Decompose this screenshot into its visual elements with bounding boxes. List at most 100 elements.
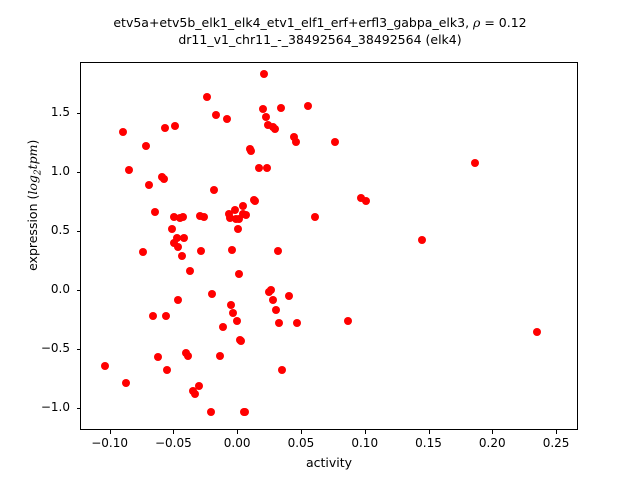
scatter-point bbox=[357, 194, 366, 203]
scatter-point bbox=[303, 102, 312, 111]
scatter-point bbox=[223, 115, 232, 124]
chart-title: etv5a+etv5b_elk1_elk4_etv1_elf1_erf+erfl… bbox=[0, 14, 640, 48]
x-tick-mark bbox=[364, 430, 366, 434]
scatter-point bbox=[144, 180, 153, 189]
scatter-point bbox=[178, 212, 187, 221]
scatter-point bbox=[255, 164, 264, 173]
scatter-point bbox=[169, 213, 178, 222]
y-tick-label: 0.5 bbox=[50, 223, 70, 238]
scatter-point bbox=[232, 316, 241, 325]
x-axis-label: activity bbox=[305, 455, 353, 470]
scatter-point bbox=[178, 252, 187, 261]
scatter-point bbox=[264, 121, 273, 130]
scatter-point bbox=[278, 366, 287, 375]
scatter-point bbox=[159, 174, 168, 183]
scatter-point bbox=[209, 185, 218, 194]
scatter-point bbox=[202, 92, 211, 101]
scatter-point bbox=[291, 137, 300, 146]
y-tick-mark bbox=[76, 408, 80, 410]
x-tick-mark bbox=[109, 430, 111, 434]
scatter-plot-area bbox=[81, 63, 577, 429]
scatter-point bbox=[266, 286, 275, 295]
scatter-point bbox=[290, 133, 299, 142]
scatter-point bbox=[238, 202, 247, 211]
scatter-point bbox=[276, 103, 285, 112]
x-tick-label: 0.20 bbox=[478, 436, 506, 450]
scatter-point bbox=[343, 316, 352, 325]
x-tick-label: 0.10 bbox=[351, 436, 379, 450]
scatter-point bbox=[211, 111, 220, 120]
scatter-point bbox=[237, 336, 246, 345]
scatter-point bbox=[311, 212, 320, 221]
x-tick-label: 0.15 bbox=[415, 436, 442, 450]
scatter-point bbox=[331, 137, 340, 146]
plot-axes bbox=[80, 62, 578, 430]
scatter-point bbox=[183, 351, 192, 360]
x-tick-label: 0.00 bbox=[223, 436, 251, 450]
scatter-point bbox=[246, 147, 255, 156]
x-tick-mark bbox=[173, 430, 175, 434]
scatter-point bbox=[215, 351, 224, 360]
scatter-point bbox=[274, 318, 283, 327]
scatter-point bbox=[163, 365, 172, 374]
x-tick-label: −0.05 bbox=[154, 436, 192, 450]
scatter-point bbox=[151, 208, 160, 217]
scatter-point bbox=[174, 242, 183, 251]
y-tick-label: −0.5 bbox=[40, 341, 70, 356]
scatter-point bbox=[172, 234, 181, 243]
y-tick-mark bbox=[76, 290, 80, 292]
y-tick-mark bbox=[76, 231, 80, 233]
scatter-point bbox=[190, 390, 199, 399]
rho-value: = 0.12 bbox=[480, 15, 527, 30]
scatter-point bbox=[227, 300, 236, 309]
x-tick-label: 0.05 bbox=[287, 436, 315, 450]
scatter-point bbox=[173, 296, 182, 305]
chart-title-prefix: etv5a+etv5b_elk1_elk4_etv1_elf1_erf+erfl… bbox=[113, 15, 474, 30]
scatter-point bbox=[273, 246, 282, 255]
y-tick-label: 0.0 bbox=[50, 282, 70, 297]
y-tick-mark bbox=[76, 172, 80, 174]
scatter-point bbox=[206, 407, 215, 416]
scatter-point bbox=[470, 158, 479, 167]
scatter-point bbox=[262, 164, 271, 173]
scatter-point bbox=[229, 308, 238, 317]
scatter-point bbox=[251, 196, 260, 205]
scatter-point bbox=[141, 141, 150, 150]
scatter-point bbox=[171, 122, 179, 131]
scatter-point bbox=[194, 381, 203, 390]
x-tick-mark bbox=[300, 430, 302, 434]
scatter-point bbox=[186, 266, 195, 275]
scatter-point bbox=[218, 322, 227, 331]
scatter-point bbox=[532, 328, 541, 337]
scatter-point bbox=[293, 318, 302, 327]
scatter-point bbox=[261, 112, 270, 121]
scatter-point bbox=[167, 224, 176, 233]
scatter-point bbox=[418, 236, 427, 245]
scatter-point bbox=[154, 353, 163, 362]
scatter-point bbox=[118, 127, 127, 136]
y-tick-mark bbox=[76, 349, 80, 351]
scatter-point bbox=[195, 211, 204, 220]
scatter-point bbox=[230, 206, 239, 214]
scatter-point bbox=[272, 306, 281, 315]
chart-title-line1: etv5a+etv5b_elk1_elk4_etv1_elf1_erf+erfl… bbox=[113, 15, 526, 30]
scatter-point bbox=[179, 233, 188, 242]
scatter-point bbox=[139, 247, 148, 256]
scatter-point bbox=[227, 245, 236, 254]
scatter-point bbox=[285, 291, 294, 300]
y-tick-label: −1.0 bbox=[40, 400, 70, 415]
scatter-point bbox=[197, 246, 206, 255]
scatter-point bbox=[269, 296, 278, 305]
chart-title-line2: dr11_v1_chr11_-_38492564_38492564 (elk4) bbox=[178, 32, 462, 47]
scatter-point bbox=[234, 269, 243, 278]
x-tick-mark bbox=[556, 430, 558, 434]
scatter-point bbox=[208, 289, 216, 298]
x-tick-label: −0.10 bbox=[91, 436, 128, 450]
scatter-point bbox=[200, 212, 209, 221]
x-tick-label: 0.25 bbox=[542, 436, 570, 450]
scatter-point bbox=[100, 362, 109, 371]
scatter-point bbox=[125, 165, 134, 174]
scatter-point bbox=[361, 196, 370, 205]
scatter-point bbox=[259, 105, 268, 114]
